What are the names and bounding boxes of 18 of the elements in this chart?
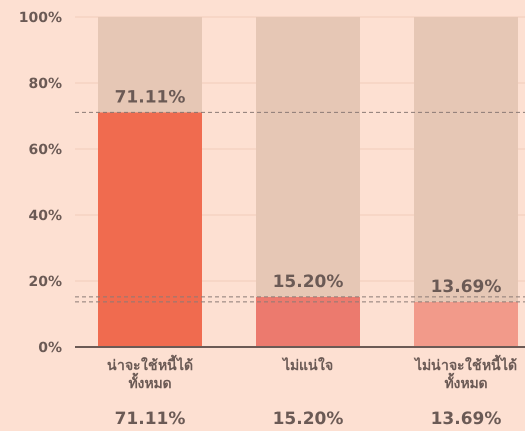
data-label: 15.20% bbox=[272, 409, 344, 429]
y-tick-label: 60% bbox=[28, 142, 62, 158]
bar bbox=[98, 112, 202, 347]
x-tick-label: น่าจะใช้หนี้ได้ทั้งหมด bbox=[106, 357, 194, 393]
bar bbox=[256, 296, 360, 347]
y-tick-label: 100% bbox=[18, 10, 62, 26]
y-tick-label: 80% bbox=[28, 76, 62, 92]
text: 15.20% bbox=[272, 272, 344, 292]
x-tick-label: ไม่แน่ใจ bbox=[280, 357, 334, 375]
data-label: 13.69% bbox=[430, 409, 502, 429]
text: 13.69% bbox=[430, 276, 502, 297]
x-tick-label: ไม่น่าจะใช้หนี้ได้ทั้งหมด bbox=[412, 357, 518, 393]
text: 71.11% bbox=[114, 87, 186, 108]
y-tick-label: 40% bbox=[28, 208, 62, 224]
y-tick-label: 20% bbox=[28, 274, 62, 290]
data-label: 71.11% bbox=[114, 409, 186, 429]
y-tick-label: 0% bbox=[38, 340, 62, 356]
bar bbox=[414, 302, 518, 347]
